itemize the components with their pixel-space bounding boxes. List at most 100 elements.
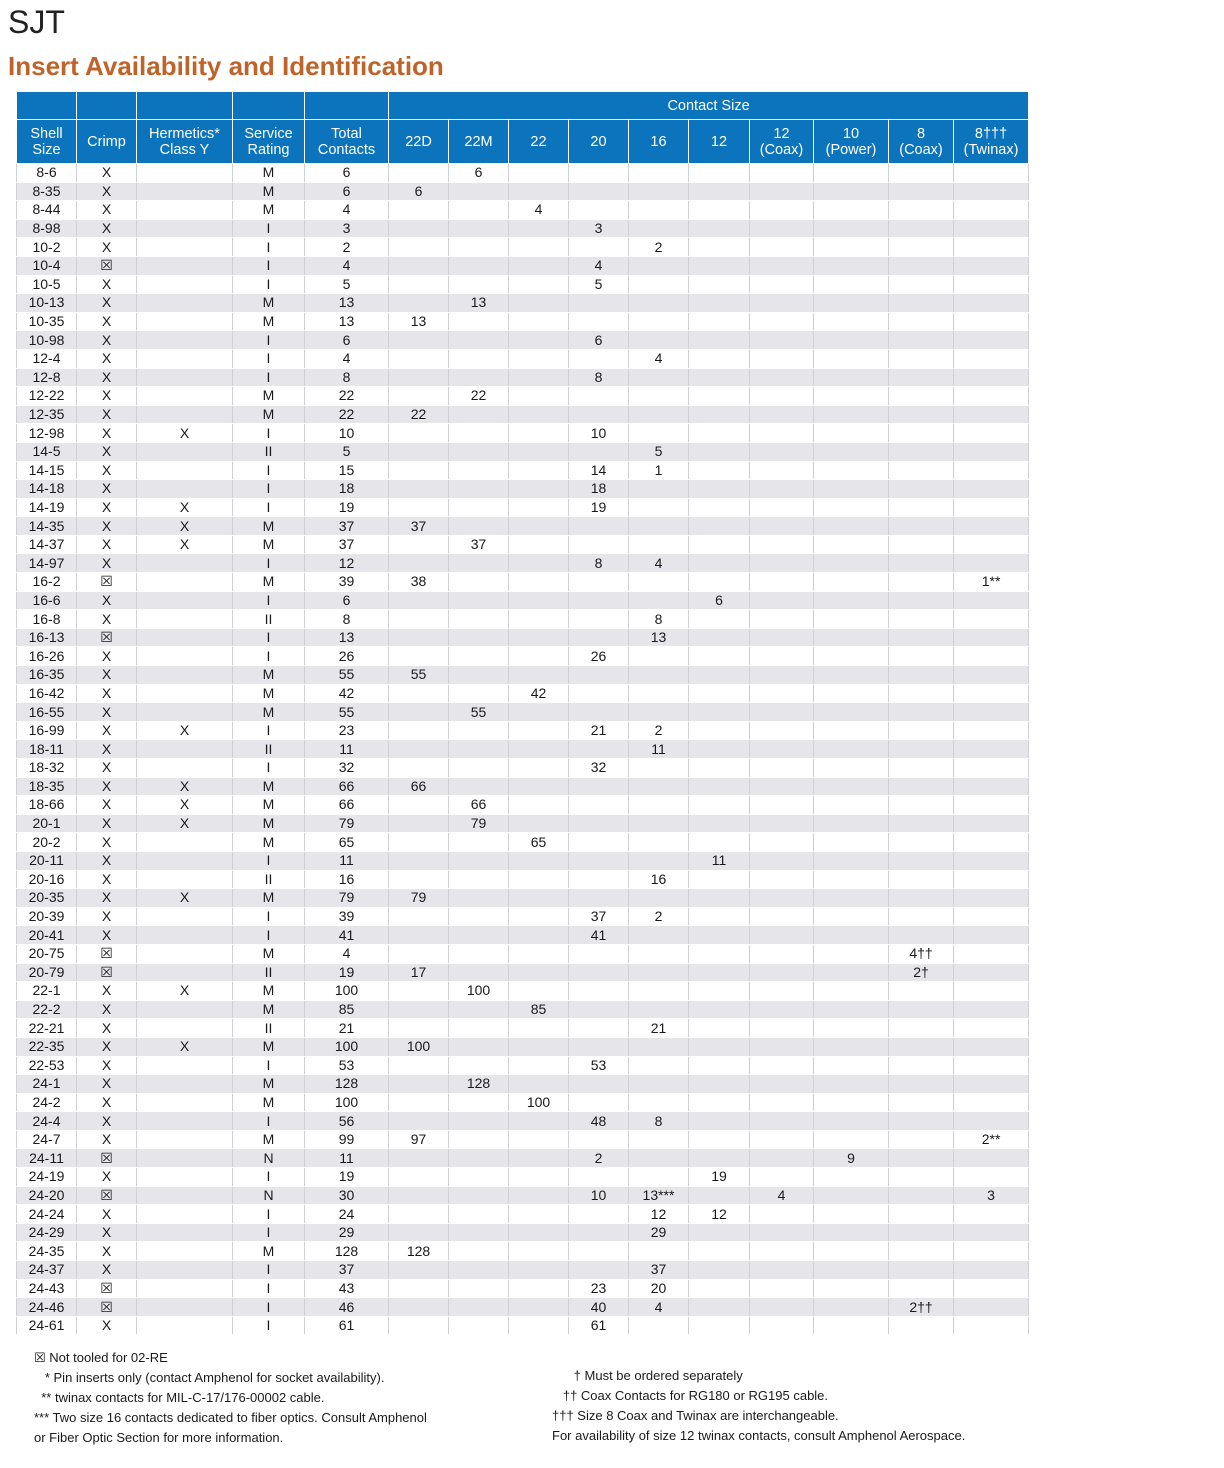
table-cell (388, 535, 449, 555)
table-cell (813, 907, 889, 927)
table-cell: X (136, 814, 233, 834)
table-cell (628, 1241, 689, 1262)
table-cell: 13 (628, 628, 689, 648)
table-cell (749, 498, 814, 518)
table-cell (448, 1223, 509, 1243)
table-row: 8-44 X M 4 4 (16, 200, 1030, 220)
table-cell (508, 1167, 569, 1187)
table-cell: I (232, 219, 305, 239)
footnote: †† Coax Contacts for RG180 or RG195 cabl… (552, 1388, 829, 1403)
table-cell: M (232, 777, 305, 797)
table-cell: M (232, 1037, 305, 1057)
table-cell (448, 461, 509, 481)
table-cell (388, 498, 449, 518)
table-cell (628, 535, 689, 555)
table-cell (628, 368, 689, 388)
table-cell (952, 944, 1030, 964)
table-cell: X (76, 1093, 137, 1113)
table-cell (568, 442, 629, 462)
table-cell (508, 907, 569, 927)
table-cell: 11 (688, 851, 750, 871)
table-cell (952, 442, 1030, 462)
table-cell (813, 1074, 889, 1094)
table-cell (628, 200, 689, 220)
table-cell (508, 479, 569, 499)
table-cell: ☒ (76, 1297, 137, 1317)
table-cell (508, 1223, 569, 1243)
table-cell (888, 1241, 954, 1262)
table-cell (952, 219, 1030, 239)
table-cell (448, 721, 509, 741)
table-cell: 22 (304, 386, 389, 406)
table-cell (688, 665, 750, 685)
table-cell (688, 907, 750, 927)
table-cell (388, 200, 449, 220)
table-cell (888, 1260, 954, 1280)
table-cell (688, 1000, 750, 1020)
table-cell (813, 609, 889, 629)
table-cell (388, 368, 449, 388)
table-cell (813, 1260, 889, 1280)
table-cell (749, 1223, 814, 1243)
table-cell (688, 814, 750, 834)
table-cell (688, 535, 750, 555)
table-cell (688, 870, 750, 890)
table-cell: 4 (304, 349, 389, 369)
table-cell (136, 907, 233, 927)
table-cell (448, 237, 509, 257)
table-cell (888, 1148, 954, 1169)
shell-size-cell: 22-53 (16, 1056, 77, 1076)
table-cell (508, 981, 569, 1001)
table-cell (448, 665, 509, 685)
table-cell (508, 795, 569, 815)
table-cell (508, 330, 569, 350)
table-cell (952, 553, 1030, 574)
table-cell: X (76, 461, 137, 481)
table-cell (749, 330, 814, 350)
table-cell (628, 293, 689, 313)
table-cell (568, 665, 629, 685)
table-cell (388, 591, 449, 611)
shell-size-cell: 20-2 (16, 832, 77, 852)
shell-size-cell: 16-26 (16, 646, 77, 667)
shell-size-cell: 24-7 (16, 1130, 77, 1150)
table-cell: 16 (304, 870, 389, 890)
table-cell (628, 944, 689, 964)
table-cell (568, 777, 629, 797)
table-cell: 37 (304, 1260, 389, 1280)
table-cell (688, 795, 750, 815)
table-cell (388, 275, 449, 295)
table-cell (813, 646, 889, 667)
column-header-line: (Coax) (759, 141, 804, 158)
table-cell: X (76, 1167, 137, 1187)
shell-size-cell: 14-37 (16, 535, 77, 555)
table-cell (813, 1316, 889, 1336)
table-cell: 48 (568, 1111, 629, 1131)
table-cell (749, 739, 814, 759)
table-cell (813, 832, 889, 852)
table-cell: X (76, 702, 137, 722)
header-row-group: Contact Size (16, 91, 1030, 120)
table-cell (568, 1018, 629, 1038)
table-cell (136, 386, 233, 406)
table-cell (952, 832, 1030, 852)
table-cell: I (232, 479, 305, 499)
table-cell (952, 795, 1030, 815)
table-cell (813, 1018, 889, 1038)
shell-size-cell: 24-37 (16, 1260, 77, 1280)
table-cell (628, 888, 689, 908)
table-cell (952, 182, 1030, 202)
table-cell: 13 (388, 312, 449, 332)
table-cell (508, 665, 569, 685)
column-header: 8††† (Twinax) (952, 119, 1030, 164)
table-cell (888, 1204, 954, 1224)
table-cell (888, 646, 954, 667)
shell-size-cell: 22-2 (16, 1000, 77, 1020)
table-cell (448, 1111, 509, 1131)
table-cell: 4 (304, 256, 389, 276)
table-cell (749, 981, 814, 1001)
table-cell (508, 442, 569, 462)
table-cell (388, 907, 449, 927)
table-cell (888, 609, 954, 629)
table-cell (448, 1260, 509, 1280)
